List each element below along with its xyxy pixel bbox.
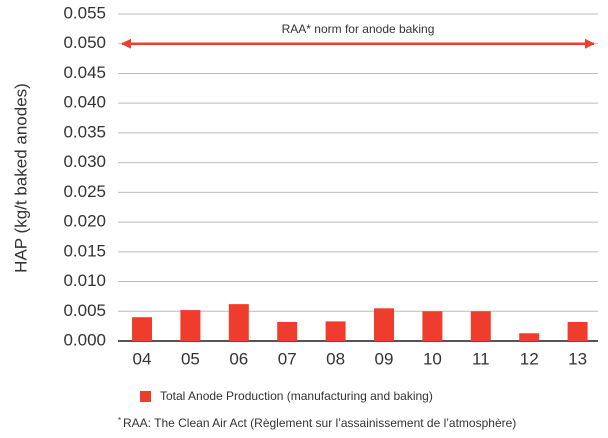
legend-label: Total Anode Production (manufacturing an… xyxy=(160,389,433,403)
bar xyxy=(325,321,346,341)
y-tick-label: 0.020 xyxy=(63,212,106,231)
x-tick-label: 06 xyxy=(229,349,248,368)
y-axis-label: HAP (kg/t baked anodes) xyxy=(11,83,30,273)
x-tick-label: 13 xyxy=(568,349,587,368)
x-tick-label: 12 xyxy=(520,349,539,368)
x-tick-label: 11 xyxy=(472,349,490,368)
bar xyxy=(374,308,394,341)
bar xyxy=(228,304,249,341)
y-tick-label: 0.025 xyxy=(63,182,106,201)
x-tick-label: 05 xyxy=(181,349,200,368)
bar xyxy=(180,310,201,341)
x-tick-label: 10 xyxy=(423,349,442,368)
y-tick-label: 0.000 xyxy=(63,330,106,349)
bar xyxy=(567,321,588,341)
legend-swatch xyxy=(140,391,151,402)
y-tick-label: 0.050 xyxy=(63,33,106,52)
x-tick-label: 09 xyxy=(375,349,394,368)
y-tick-label: 0.040 xyxy=(63,93,106,112)
x-tick-label: 04 xyxy=(133,349,152,368)
bar xyxy=(422,311,443,341)
bar xyxy=(277,321,298,341)
y-tick-label: 0.015 xyxy=(63,241,106,260)
bar xyxy=(132,317,152,341)
reference-label: RAA* norm for anode baking xyxy=(282,22,435,36)
x-tick-label: 07 xyxy=(278,349,297,368)
footnote-marker: * xyxy=(118,416,121,425)
y-tick-label: 0.035 xyxy=(63,122,106,141)
bar xyxy=(519,333,540,341)
y-tick-label: 0.045 xyxy=(63,63,106,82)
y-tick-label: 0.030 xyxy=(63,152,106,171)
x-tick-label: 08 xyxy=(326,349,345,368)
y-tick-label: 0.055 xyxy=(63,3,106,22)
bar xyxy=(470,311,491,341)
y-tick-label: 0.010 xyxy=(63,271,106,290)
footnote: RAA: The Clean Air Act (Règlement sur l’… xyxy=(123,416,516,430)
y-tick-label: 0.005 xyxy=(63,301,106,320)
